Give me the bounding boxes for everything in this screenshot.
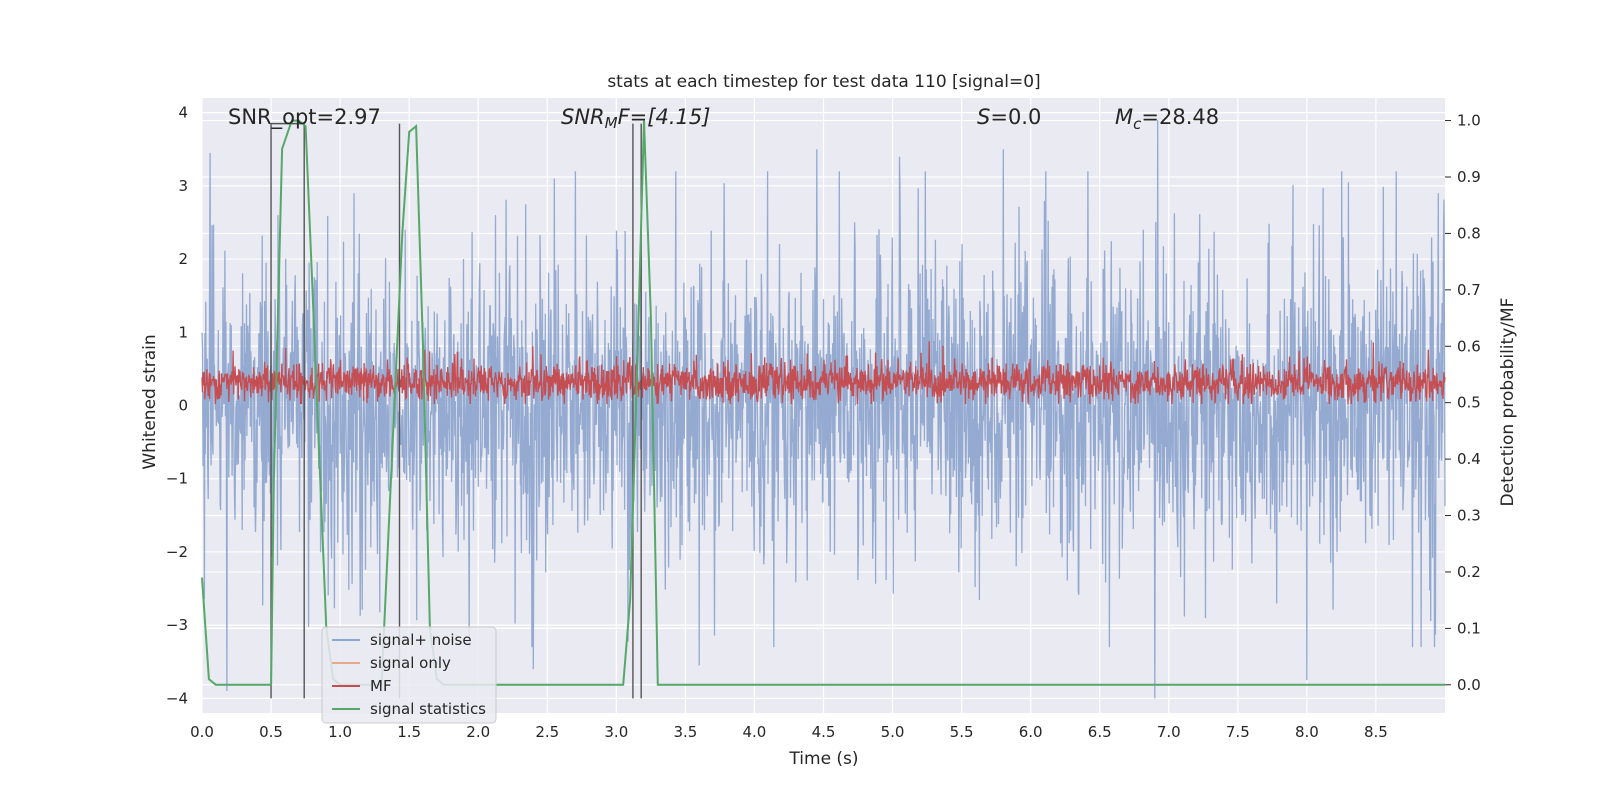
annotation-snr-mf-rest-i: F=[4.15]	[618, 105, 711, 129]
x-tick-label-0: 0.0	[190, 723, 214, 741]
y-right-tick-label-8: 0.8	[1457, 224, 1481, 242]
x-tick-label-14: 7.0	[1157, 723, 1181, 741]
legend-label-signal-only: signal only	[370, 654, 451, 672]
series-mf-line	[201, 341, 1446, 405]
x-tick-label-8: 4.0	[743, 723, 767, 741]
annotation-s-value: =0.0	[990, 105, 1041, 129]
annotation-snr-opt: SNR_opt=2.97	[228, 105, 381, 130]
x-tick-label-10: 5.0	[881, 723, 905, 741]
x-tick-label-6: 3.0	[604, 723, 628, 741]
annotation-mc: Mc=28.48	[1115, 105, 1219, 133]
x-tick-label-2: 1.0	[328, 723, 352, 741]
x-tick-label-12: 6.0	[1019, 723, 1043, 741]
y-right-tick-label-6: 0.6	[1457, 337, 1481, 355]
y-axis-right-label: Detection probability/MF	[1498, 298, 1518, 507]
x-tick-label-1: 0.5	[259, 723, 283, 741]
y-tick-label-5: 1	[178, 323, 188, 341]
x-tick-label-17: 8.5	[1364, 723, 1388, 741]
y-right-tick-label-1: 0.1	[1457, 619, 1481, 637]
legend-label-mf: MF	[370, 677, 392, 695]
y-right-tick-label-5: 0.5	[1457, 394, 1481, 412]
x-tick-label-5: 2.5	[535, 723, 559, 741]
x-tick-label-16: 8.0	[1295, 723, 1319, 741]
series-signal-noise-line	[201, 119, 1446, 699]
y-right-tick-label-3: 0.3	[1457, 507, 1481, 525]
legend-label-signal-noise: signal+ noise	[370, 631, 472, 649]
annotation-snr-mf-base: SNR	[561, 105, 605, 129]
legend: signal+ noise signal only MF signal stat…	[321, 626, 497, 724]
y-right-tick-label-10: 1.0	[1457, 112, 1481, 130]
y-tick-label-0: −4	[166, 689, 188, 707]
y-right-tick-label-9: 0.9	[1457, 168, 1481, 186]
annotation-mc-base: M	[1115, 105, 1133, 129]
chart-title: stats at each timestep for test data 110…	[607, 72, 1040, 92]
annotation-snr-mf: SNRMF=[4.15]	[561, 105, 710, 132]
y-right-tick-label-4: 0.4	[1457, 450, 1481, 468]
legend-box	[321, 626, 497, 724]
annotation-s: S=0.0	[977, 105, 1041, 129]
annotation-mc-sub: c	[1133, 115, 1142, 133]
x-tick-label-11: 5.5	[950, 723, 974, 741]
x-tick-label-9: 4.5	[812, 723, 836, 741]
y-tick-label-7: 3	[178, 177, 188, 195]
y-axis-label: Whitened strain	[140, 334, 160, 469]
y-tick-label-4: 0	[178, 397, 188, 415]
annotation-s-label: S	[977, 105, 990, 129]
y-right-tick-label-2: 0.2	[1457, 563, 1481, 581]
y-tick-label-8: 4	[178, 104, 188, 122]
x-axis-label: Time (s)	[788, 749, 858, 769]
x-tick-label-4: 2.0	[466, 723, 490, 741]
y-tick-label-2: −2	[166, 543, 188, 561]
y-right-tick-label-7: 0.7	[1457, 281, 1481, 299]
x-tick-label-7: 3.5	[673, 723, 697, 741]
y-right-tick-label-0: 0.0	[1457, 676, 1481, 694]
annotation-mc-value: =28.48	[1141, 105, 1219, 129]
legend-label-signal-statistics: signal statistics	[370, 700, 486, 718]
y-tick-label-3: −1	[166, 470, 188, 488]
annotation-snr-mf-sub: M	[605, 114, 618, 132]
x-tick-label-15: 7.5	[1226, 723, 1250, 741]
y-tick-label-6: 2	[178, 250, 188, 268]
x-tick-label-13: 6.5	[1088, 723, 1112, 741]
y-tick-label-1: −3	[166, 616, 188, 634]
x-tick-label-3: 1.5	[397, 723, 421, 741]
